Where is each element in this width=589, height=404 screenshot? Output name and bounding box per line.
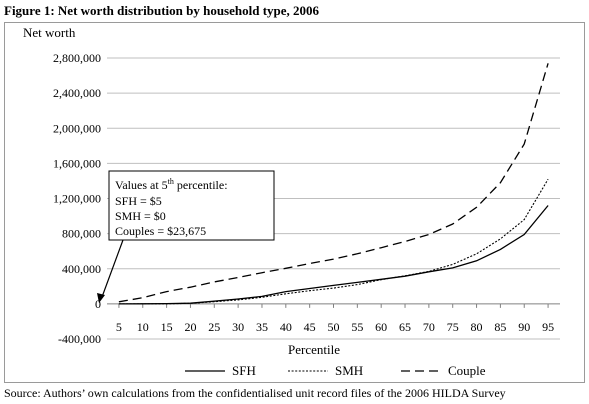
annotation-line-3: SMH = $0	[115, 209, 166, 223]
x-tick-label: 30	[232, 320, 244, 334]
y-tick-label: 800,000	[62, 227, 101, 241]
x-tick-label: 5	[116, 320, 122, 334]
legend: SFH SMH Couple	[185, 363, 486, 378]
y-tick-label: 400,000	[62, 262, 101, 276]
x-tick-label: 70	[423, 320, 435, 334]
legend-label-couple: Couple	[448, 363, 486, 378]
annotation-line-1: Values at 5th percentile:	[115, 177, 228, 192]
y-tick-label: 2,400,000	[53, 86, 101, 100]
source-note: Source: Authors’ own calculations from t…	[4, 386, 506, 400]
line-chart: -400,000 0 400,000 800,000 1,200,000 1,600,00…	[23, 25, 560, 378]
x-tick-label: 95	[542, 320, 554, 334]
chart-frame: -400,000 0 400,000 800,000 1,200,000 1,600,00…	[4, 22, 585, 383]
annotation-arrowhead	[97, 293, 105, 303]
y-tick-label: 1,200,000	[53, 192, 101, 206]
x-tick-label: 25	[208, 320, 220, 334]
series-line-couple	[118, 63, 549, 303]
y-tick-label: 2,000,000	[53, 121, 101, 135]
annotation-line-4: Couples = $23,675	[115, 224, 206, 238]
figure-title: Figure 1: Net worth distribution by hous…	[4, 3, 320, 18]
annotation-box: Values at 5th percentile: SFH = $5 SMH =…	[97, 170, 275, 303]
y-tick-label: -400,000	[58, 332, 101, 346]
series-line-sfh	[118, 205, 549, 305]
x-tick-label: 75	[447, 320, 459, 334]
y-tick-label: 1,600,000	[53, 156, 101, 170]
x-tick-label: 50	[328, 320, 340, 334]
x-tick-label: 65	[399, 320, 411, 334]
y-axis-label: Net worth	[23, 25, 76, 40]
x-tick-label: 40	[280, 320, 292, 334]
y-tick-label: 0	[95, 297, 101, 311]
annotation-border	[108, 170, 275, 241]
x-tick-label: 20	[184, 320, 196, 334]
annotation-arrow-line	[101, 239, 124, 298]
x-tick-label: 90	[518, 320, 530, 334]
x-axis-label: Percentile	[288, 342, 340, 357]
annotation-line-2: SFH = $5	[115, 194, 162, 208]
legend-label-sfh: SFH	[232, 363, 256, 378]
legend-label-smh: SMH	[335, 363, 363, 378]
x-tick-label: 45	[304, 320, 316, 334]
x-tick-label: 55	[351, 320, 363, 334]
x-tick-label: 15	[161, 320, 173, 334]
x-tick-label: 10	[137, 320, 149, 334]
y-tick-label: 2,800,000	[53, 51, 101, 65]
x-tick-label: 60	[375, 320, 387, 334]
x-tick-label: 85	[494, 320, 506, 334]
x-tick-label: 80	[471, 320, 483, 334]
x-tick-label: 35	[256, 320, 268, 334]
series-lines	[118, 63, 549, 305]
